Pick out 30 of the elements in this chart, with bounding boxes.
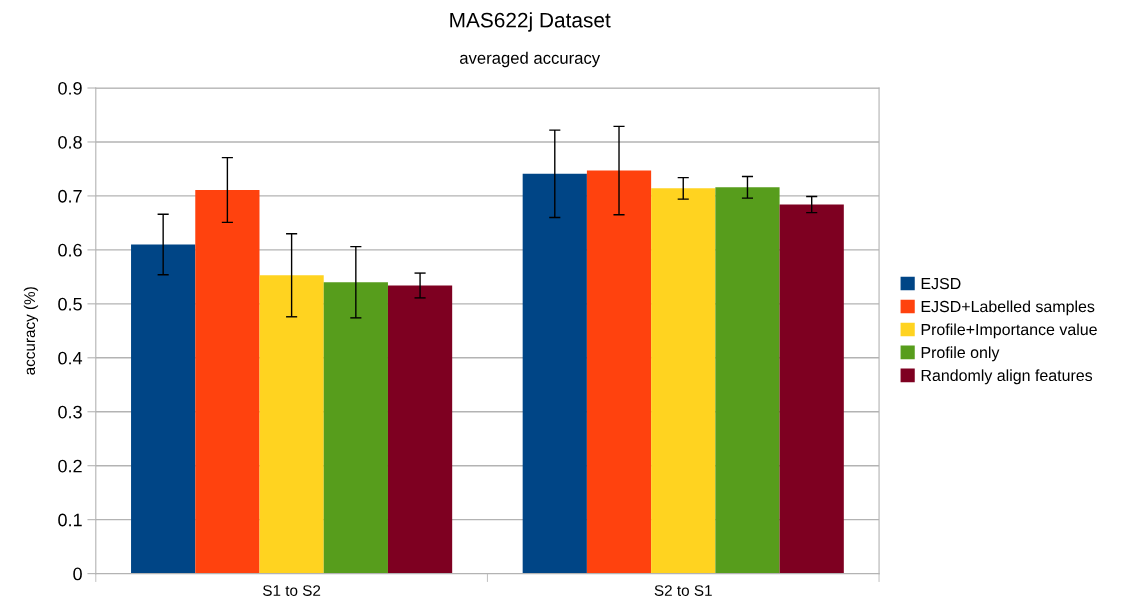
x-tick-label: S1 to S2 [263, 585, 321, 596]
y-tick-label: 0.2 [58, 459, 82, 473]
legend-label: EJSD+Labelled samples [921, 300, 1095, 316]
bar [522, 173, 587, 574]
y-tick-label: 0 [73, 567, 82, 581]
y-tick-label: 0.8 [58, 135, 82, 149]
x-tick-label: S2 to S1 [654, 585, 712, 596]
bar [715, 187, 780, 574]
bar [195, 189, 260, 574]
legend-label: Profile+Importance value [921, 323, 1097, 339]
y-axis-title: accuracy (%) [23, 287, 39, 375]
bar [779, 204, 844, 574]
bar [259, 275, 324, 574]
legend-label: Randomly align features [921, 369, 1093, 385]
y-tick-label: 0.6 [58, 243, 82, 257]
legend-label: Profile only [921, 346, 1000, 362]
y-tick-label: 0.1 [58, 513, 82, 527]
y-tick-label: 0.7 [58, 189, 82, 203]
y-tick-label: 0.3 [58, 405, 82, 419]
chart-subtitle: averaged accuracy [459, 51, 601, 68]
bar [586, 170, 652, 574]
y-tick-label: 0.5 [58, 297, 82, 311]
legend-label: EJSD [921, 277, 961, 290]
y-tick-label: 0.4 [58, 351, 83, 365]
bar [651, 188, 716, 574]
bar [387, 285, 453, 574]
y-tick-label: 0.9 [58, 81, 82, 95]
chart-title: MAS622j Dataset [450, 12, 611, 32]
bar [323, 282, 388, 574]
bar [131, 244, 196, 574]
